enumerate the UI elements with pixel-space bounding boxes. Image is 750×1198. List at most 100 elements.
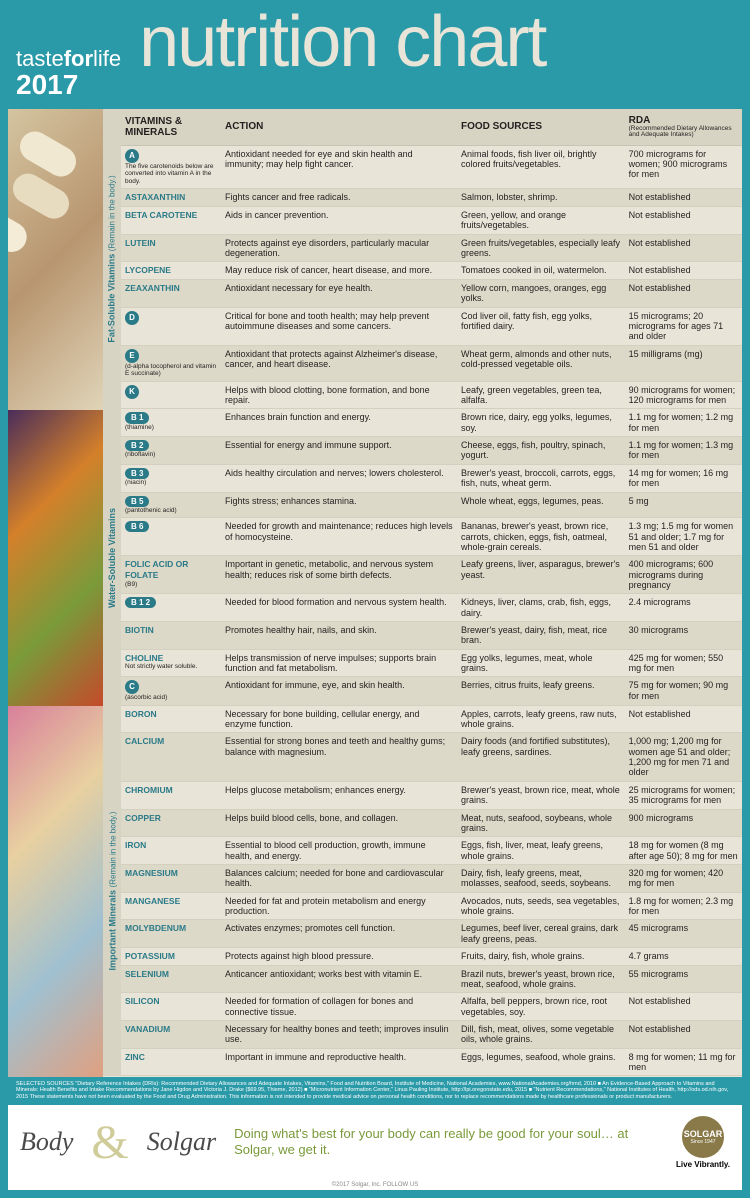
food-cell: Brewer's yeast, dairy, fish, meat, rice … xyxy=(457,621,625,649)
table-row: IRON Essential to blood cell production, … xyxy=(121,837,742,865)
food-cell: Alfalfa, bell peppers, brown rice, root … xyxy=(457,993,625,1021)
vitamin-name: BIOTIN xyxy=(125,625,154,635)
vitamin-subtext: The five carotenoids below are converted… xyxy=(125,163,217,185)
table-row: CHOLINENot strictly water soluble.Helps … xyxy=(121,649,742,677)
table-row: MAGNESIUMBalances calcium; needed for bo… xyxy=(121,864,742,892)
col-rda: RDA(Recommended Dietary Allowances and A… xyxy=(625,109,742,146)
action-cell: Fights cancer and free radicals. xyxy=(221,189,457,207)
table-row: BORONNecessary for bone building, cellul… xyxy=(121,706,742,733)
food-cell: Kidneys, liver, clams, crab, fish, eggs,… xyxy=(457,594,625,622)
solgar-logo: SOLGAR Since 1947 Live Vibrantly. xyxy=(676,1116,730,1169)
vitamin-subtext: (B9) xyxy=(125,581,217,588)
rda-cell: 400 micrograms; 600 micrograms during pr… xyxy=(625,556,742,594)
table-row: LYCOPENE May reduce risk of cancer, heart… xyxy=(121,262,742,280)
table-row: B 6Needed for growth and maintenance; re… xyxy=(121,518,742,556)
food-cell: Leafy, green vegetables, green tea, alfa… xyxy=(457,381,625,409)
vitamin-name: CALCIUM xyxy=(125,736,164,746)
col-action: ACTION xyxy=(221,109,457,146)
nutrition-table: VITAMINS & MINERALSACTIONFOOD SOURCESRDA… xyxy=(121,109,742,410)
table-row: B 1 2Needed for blood formation and nerv… xyxy=(121,594,742,622)
rda-cell: Not established xyxy=(625,189,742,207)
action-cell: May reduce risk of cancer, heart disease… xyxy=(221,262,457,280)
section: Fat-Soluble Vitamins (Remain in the body… xyxy=(103,109,742,410)
table-row: LUTEINProtects against eye disorders, pa… xyxy=(121,234,742,262)
vitamin-subtext: (d-alpha tocopherol and vitamin E succin… xyxy=(125,363,217,378)
table-row: B 2(riboflavin)Essential for energy and … xyxy=(121,437,742,465)
live-vibrantly: Live Vibrantly. xyxy=(676,1160,730,1169)
vitamin-badge: B 2 xyxy=(125,440,149,451)
page-title: nutrition chart xyxy=(139,12,545,73)
vitamin-name: CHOLINE xyxy=(125,653,163,663)
action-cell: Needed for formation of collagen for bon… xyxy=(221,993,457,1021)
action-cell: Balances calcium; needed for bone and ca… xyxy=(221,864,457,892)
vitamin-name: SILICON xyxy=(125,996,159,1006)
table-row: B 1(thiamine)Enhances brain function and… xyxy=(121,409,742,436)
table-row: SELENIUMAnticancer antioxidant; works be… xyxy=(121,965,742,993)
brand-name: tasteforlife xyxy=(16,49,121,69)
food-cell: Animal foods, fish liver oil, brightly c… xyxy=(457,145,625,188)
year: 2017 xyxy=(16,69,121,101)
food-cell: Cod liver oil, fatty fish, egg yolks, fo… xyxy=(457,307,625,345)
vitamin-badge: B 3 xyxy=(125,468,149,479)
sidebar-image xyxy=(8,706,103,1077)
food-cell: Salmon, lobster, shrimp. xyxy=(457,189,625,207)
rda-cell: 1.8 mg for women; 2.3 mg for men xyxy=(625,892,742,920)
rda-cell: 55 micrograms xyxy=(625,965,742,993)
rda-cell: Not established xyxy=(625,280,742,308)
table-row: CALCIUMEssential for strong bones and te… xyxy=(121,733,742,781)
table-row: MANGANESENeeded for fat and protein meta… xyxy=(121,892,742,920)
action-cell: Important in immune and reproductive hea… xyxy=(221,1048,457,1076)
rda-cell: 700 micrograms for women; 900 micrograms… xyxy=(625,145,742,188)
table-row: MOLYBDENUMActivates enzymes; promotes ce… xyxy=(121,920,742,948)
rda-cell: 320 mg for women; 420 mg for men xyxy=(625,864,742,892)
action-cell: Needed for growth and maintenance; reduc… xyxy=(221,518,457,556)
rda-cell: 15 micrograms; 20 micrograms for ages 71… xyxy=(625,307,742,345)
food-cell: Bananas, brewer's yeast, brown rice, car… xyxy=(457,518,625,556)
rda-cell: 15 milligrams (mg) xyxy=(625,345,742,381)
action-cell: Promotes healthy hair, nails, and skin. xyxy=(221,621,457,649)
rda-cell: Not established xyxy=(625,706,742,733)
rda-cell: 30 micrograms xyxy=(625,621,742,649)
food-cell: Brazil nuts, brewer's yeast, brown rice,… xyxy=(457,965,625,993)
table-row: KHelps with blood clotting, bone formati… xyxy=(121,381,742,409)
food-cell: Dairy foods (and fortified substitutes),… xyxy=(457,733,625,781)
vitamin-name: POTASSIUM xyxy=(125,951,175,961)
rda-cell: Not established xyxy=(625,206,742,234)
vitamin-badge: D xyxy=(125,311,139,325)
vitamin-subtext: (niacin) xyxy=(125,479,217,486)
vitamin-badge: A xyxy=(125,149,139,163)
food-cell: Avocados, nuts, seeds, sea vegetables, w… xyxy=(457,892,625,920)
food-cell: Tomatoes cooked in oil, watermelon. xyxy=(457,262,625,280)
rda-cell: 14 mg for women; 16 mg for men xyxy=(625,464,742,492)
vitamin-subtext: (thiamine) xyxy=(125,424,217,431)
vitamin-name: FOLIC ACID OR FOLATE xyxy=(125,559,188,580)
food-cell: Wheat germ, almonds and other nuts, cold… xyxy=(457,345,625,381)
action-cell: Anticancer antioxidant; works best with … xyxy=(221,965,457,993)
vitamin-badge: C xyxy=(125,680,139,694)
rda-cell: 25 micrograms for women; 35 micrograms f… xyxy=(625,781,742,809)
vitamin-subtext: (ascorbic acid) xyxy=(125,694,217,701)
action-cell: Helps with blood clotting, bone formatio… xyxy=(221,381,457,409)
vitamin-name: COPPER xyxy=(125,813,161,823)
rda-cell: 45 micrograms xyxy=(625,920,742,948)
vitamin-name: LUTEIN xyxy=(125,238,156,248)
rda-cell: 1.1 mg for women; 1.2 mg for men xyxy=(625,409,742,436)
vitamin-subtext: (riboflavin) xyxy=(125,451,217,458)
action-cell: Essential to blood cell production, grow… xyxy=(221,837,457,865)
sources-text: SELECTED SOURCES "Dietary Reference Inta… xyxy=(8,1077,742,1105)
table-row: DCritical for bone and tooth health; may… xyxy=(121,307,742,345)
table-row: VANADIUMNecessary for healthy bones and … xyxy=(121,1021,742,1049)
food-cell: Dairy, fish, leafy greens, meat, molasse… xyxy=(457,864,625,892)
rda-cell: 4.7 grams xyxy=(625,947,742,965)
food-cell: Legumes, beef liver, cereal grains, dark… xyxy=(457,920,625,948)
vitamin-name: IRON xyxy=(125,840,146,850)
food-cell: Green fruits/vegetables, especially leaf… xyxy=(457,234,625,262)
footer-script-solgar: Solgar xyxy=(147,1127,216,1157)
vitamin-name: ASTAXANTHIN xyxy=(125,192,185,202)
rda-cell: 90 micrograms for women; 120 micrograms … xyxy=(625,381,742,409)
vitamin-name: LYCOPENE xyxy=(125,265,171,275)
rda-cell: 75 mg for women; 90 mg for men xyxy=(625,677,742,705)
table-row: FOLIC ACID OR FOLATE(B9)Important in gen… xyxy=(121,556,742,594)
food-cell: Brewer's yeast, brown rice, meat, whole … xyxy=(457,781,625,809)
table-row: BIOTIN Promotes healthy hair, nails, and … xyxy=(121,621,742,649)
